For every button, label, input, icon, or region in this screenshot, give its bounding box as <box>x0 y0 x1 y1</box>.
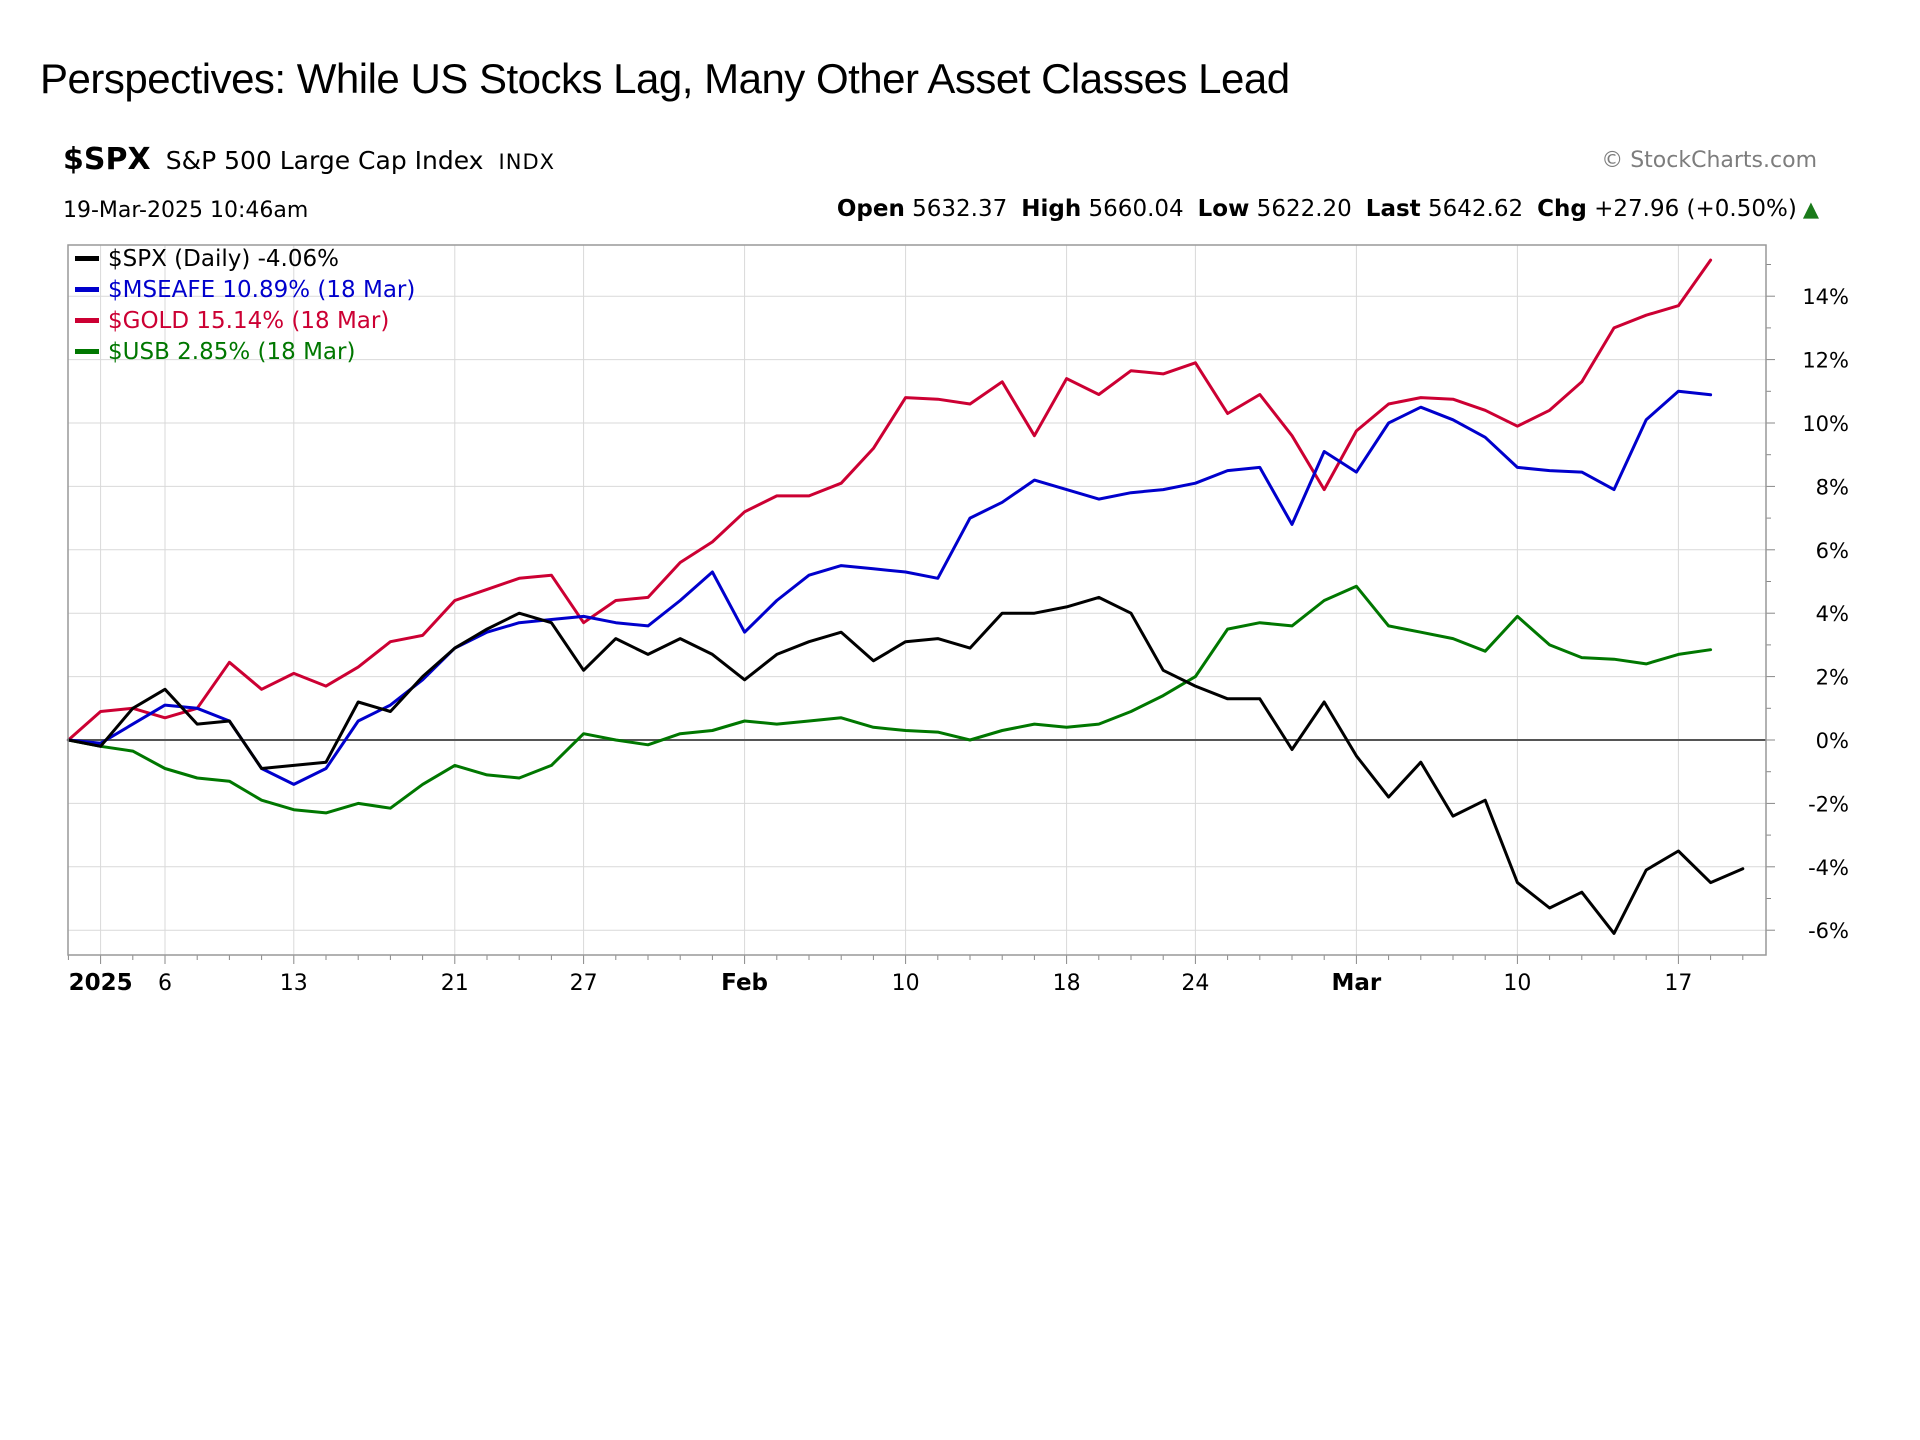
legend-label: $MSEAFE 10.89% (18 Mar) <box>108 277 416 303</box>
x-axis-label: 27 <box>570 971 598 996</box>
y-axis-label: 0% <box>1816 729 1849 753</box>
series-line-gold <box>66 258 1713 742</box>
legend-row-1: $MSEAFE 10.89% (18 Mar) <box>75 274 415 305</box>
quote-high: High 5660.04 <box>1021 196 1184 222</box>
legend-label: $SPX (Daily) -4.06% <box>108 246 339 272</box>
x-axis-label: 18 <box>1053 971 1081 996</box>
legend-row-0: $SPX (Daily) -4.06% <box>75 243 415 274</box>
legend-row-3: $USB 2.85% (18 Mar) <box>75 336 415 367</box>
chart-datetime: 19-Mar-2025 10:46am <box>63 198 309 223</box>
page-title: Perspectives: While US Stocks Lag, Many … <box>40 55 1290 102</box>
x-axis-label: 2025 <box>69 970 133 996</box>
x-axis-label: 17 <box>1664 971 1692 996</box>
y-axis-label: 2% <box>1816 666 1849 690</box>
y-axis-label: -6% <box>1808 919 1849 943</box>
x-axis-label: 21 <box>441 971 469 996</box>
legend-swatch <box>75 286 99 292</box>
legend-row-2: $GOLD 15.14% (18 Mar) <box>75 305 415 336</box>
y-axis-label: 8% <box>1816 475 1849 499</box>
ticker-name: S&P 500 Large Cap Index <box>165 146 484 175</box>
y-axis-label: -4% <box>1808 856 1849 880</box>
x-axis-label: 10 <box>892 971 920 996</box>
ticker-line: $SPX S&P 500 Large Cap Index INDX <box>63 142 555 177</box>
legend-label: $USB 2.85% (18 Mar) <box>108 339 356 365</box>
legend-swatch <box>75 317 99 323</box>
quote-chg: Chg +27.96 (+0.50%) <box>1537 196 1797 222</box>
legend-label: $GOLD 15.14% (18 Mar) <box>108 308 390 334</box>
price-chart: 14% 12% 10% 8% 6% 4% 2% 0% -2% -4% -6% 2025 6 13 21 27 F… <box>66 244 1849 996</box>
stockcharts-credit: © StockCharts.com <box>1601 148 1817 173</box>
stockcharts-panel: 14% 12% 10% 8% 6% 4% 2% 0% -2% -4% -6% 2025 6 13 21 27 F… <box>55 140 1865 1020</box>
x-axis-label: 10 <box>1503 971 1531 996</box>
series-line-mseafe <box>66 389 1713 786</box>
legend-swatch <box>75 255 99 261</box>
x-axis-label: 13 <box>280 971 308 996</box>
quote-last: Last 5642.62 <box>1365 196 1524 222</box>
y-axis-label: 14% <box>1802 285 1849 309</box>
x-axis-label: Mar <box>1332 970 1382 996</box>
ticker-symbol: $SPX <box>63 142 151 177</box>
y-axis-label: 10% <box>1802 412 1849 436</box>
y-axis-label: 4% <box>1816 602 1849 626</box>
quote-low: Low 5622.20 <box>1197 196 1352 222</box>
y-axis-label: 12% <box>1802 349 1849 373</box>
ticker-exchange: INDX <box>498 150 556 174</box>
quote-line: Open 5632.37 High 5660.04 Low 5622.20 Last … <box>823 196 1819 222</box>
x-axis-label: 24 <box>1181 971 1209 996</box>
series-line-spx <box>66 595 1745 935</box>
series-line-usb <box>66 584 1713 815</box>
y-axis-label: -2% <box>1808 792 1849 816</box>
y-axis-label: 6% <box>1816 539 1849 563</box>
chart-legend: $SPX (Daily) -4.06% $MSEAFE 10.89% (18 Ma… <box>75 243 415 367</box>
legend-swatch <box>75 348 99 354</box>
x-axis-label: 6 <box>158 971 172 996</box>
change-up-triangle-icon: ▲ <box>1802 197 1819 221</box>
quote-open: Open 5632.37 <box>836 196 1008 222</box>
x-axis-label: Feb <box>721 970 768 996</box>
